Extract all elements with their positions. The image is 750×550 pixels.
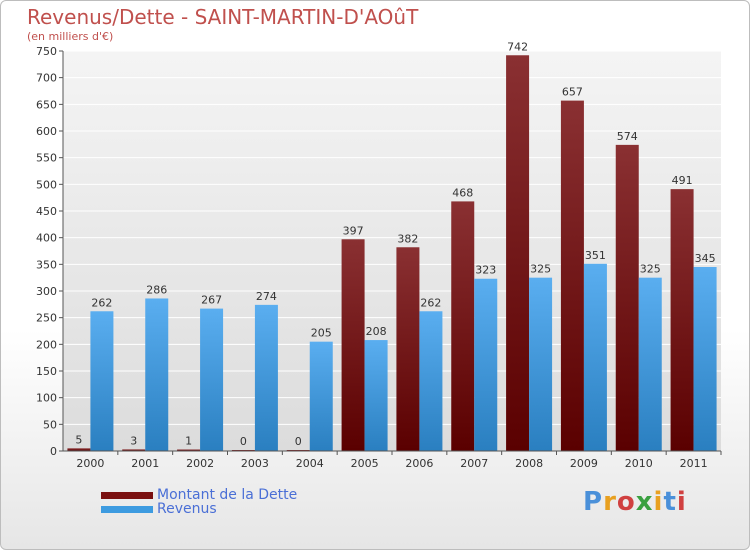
y-tick-label: 700 (36, 72, 57, 85)
y-tick-label: 150 (36, 365, 57, 378)
data-label-revenus: 325 (640, 263, 661, 276)
bar-debt (177, 449, 201, 451)
legend-swatch-revenus (101, 505, 153, 513)
logo-letter: r (603, 487, 617, 517)
bar-debt (67, 448, 91, 451)
bar-debt (122, 449, 146, 451)
chart-subtitle: (en milliers d'€) (27, 30, 114, 43)
x-tick-label: 2000 (76, 457, 104, 470)
logo-letter: i (653, 487, 664, 517)
data-label-revenus: 274 (256, 290, 277, 303)
y-tick-label: 600 (36, 125, 57, 138)
data-label-revenus: 323 (475, 264, 496, 277)
x-tick-label: 2011 (680, 457, 708, 470)
data-label-debt: 657 (562, 86, 583, 99)
bar-revenus (200, 308, 224, 451)
legend-item-revenus: Revenus (101, 501, 217, 517)
bar-revenus (145, 298, 169, 451)
x-tick-label: 2002 (186, 457, 214, 470)
logo-letter: x (635, 487, 654, 517)
data-label-debt: 1 (185, 435, 192, 448)
data-label-revenus: 267 (201, 294, 222, 307)
data-label-revenus: 262 (420, 296, 441, 309)
x-tick-label: 2007 (460, 457, 488, 470)
chart-title: Revenus/Dette - SAINT-MARTIN-D'AOûT (27, 5, 419, 29)
data-label-revenus: 208 (366, 325, 387, 338)
data-label-debt: 5 (75, 433, 82, 446)
data-label-debt: 3 (130, 434, 137, 447)
x-tick-label: 2009 (570, 457, 598, 470)
bar-debt (670, 189, 694, 451)
y-tick-label: 250 (36, 312, 57, 325)
x-tick-label: 2001 (131, 457, 159, 470)
bar-revenus (583, 263, 607, 451)
data-label-debt: 742 (507, 40, 528, 53)
legend-swatch-debt (101, 491, 153, 499)
bar-debt (506, 55, 530, 452)
data-label-revenus: 325 (530, 263, 551, 276)
logo-letter: P (583, 487, 604, 517)
data-label-debt: 468 (452, 186, 473, 199)
data-label-revenus: 345 (695, 252, 716, 265)
data-label-revenus: 351 (585, 249, 606, 262)
y-tick-label: 50 (43, 418, 57, 431)
bar-revenus (474, 278, 498, 451)
bar-debt (396, 247, 420, 451)
x-tick-label: 2006 (405, 457, 433, 470)
data-label-debt: 574 (617, 130, 638, 143)
bar-revenus (90, 311, 114, 451)
data-label-revenus: 205 (311, 327, 332, 340)
y-tick-label: 0 (50, 445, 57, 458)
logo-letter: i (676, 487, 687, 517)
y-tick-label: 500 (36, 178, 57, 191)
data-label-revenus: 262 (91, 296, 112, 309)
y-tick-label: 550 (36, 152, 57, 165)
y-tick-label: 450 (36, 205, 57, 218)
x-tick-label: 2010 (625, 457, 653, 470)
data-label-debt: 382 (397, 232, 418, 245)
y-tick-label: 750 (36, 45, 57, 58)
bar-debt (560, 100, 584, 451)
logo-letter: t (663, 487, 677, 517)
x-tick-label: 2005 (351, 457, 379, 470)
bar-revenus (254, 304, 278, 451)
data-label-debt: 491 (672, 174, 693, 187)
bar-revenus (309, 341, 333, 451)
y-tick-label: 200 (36, 338, 57, 351)
bar-revenus (529, 277, 553, 451)
data-label-debt: 0 (295, 435, 302, 448)
y-tick-label: 350 (36, 258, 57, 271)
data-label-debt: 397 (343, 224, 364, 237)
bar-revenus (364, 340, 388, 451)
y-tick-label: 100 (36, 392, 57, 405)
bar-revenus (693, 267, 717, 451)
x-tick-label: 2008 (515, 457, 543, 470)
legend-label-debt: Montant de la Dette (157, 487, 298, 503)
proxiti-logo: Proxiti (583, 487, 687, 517)
logo-letter: o (616, 487, 636, 517)
x-tick-label: 2003 (241, 457, 269, 470)
bar-revenus (419, 311, 443, 451)
legend-label-revenus: Revenus (157, 501, 217, 517)
bar-revenus (638, 277, 662, 451)
plot-area (63, 51, 721, 451)
y-tick-label: 650 (36, 98, 57, 111)
legend-item-debt: Montant de la Dette (101, 487, 297, 503)
y-tick-label: 300 (36, 285, 57, 298)
bar-debt (341, 239, 365, 451)
bar-debt (615, 144, 639, 451)
data-label-revenus: 286 (146, 283, 167, 296)
x-tick-label: 2004 (296, 457, 324, 470)
data-label-debt: 0 (240, 435, 247, 448)
y-tick-label: 400 (36, 232, 57, 245)
bar-debt (451, 201, 475, 451)
